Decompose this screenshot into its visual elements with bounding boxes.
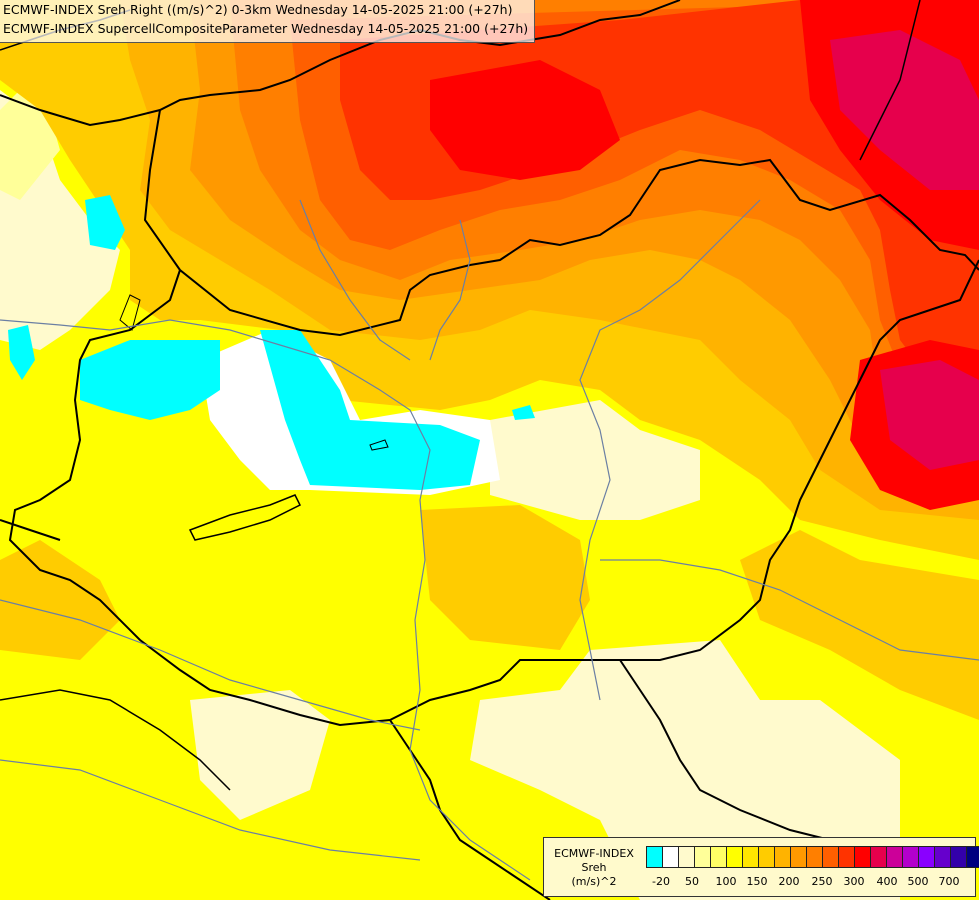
border-ukraine	[859, 0, 921, 161]
legend-tick-label: 100	[715, 875, 737, 888]
gold-band-east	[740, 530, 979, 720]
legend-swatch-14	[871, 847, 887, 867]
legend-title: ECMWF-INDEX Sreh (m/s)^2	[548, 847, 640, 889]
river-sava	[0, 759, 421, 861]
legend-swatch-15	[887, 847, 903, 867]
border-southwest	[0, 519, 61, 541]
legend-swatch-1	[663, 847, 679, 867]
gold-band-southwest	[0, 540, 120, 660]
cyan-area-center	[260, 330, 480, 490]
legend-line-3: (m/s)^2	[571, 875, 617, 888]
river-danube	[0, 319, 531, 881]
pale-zone-center	[490, 400, 700, 520]
legend-swatch-19	[951, 847, 967, 867]
legend-color-scale	[646, 846, 979, 868]
legend-swatch-11	[823, 847, 839, 867]
border-far-southwest	[0, 689, 231, 791]
legend-swatch-8	[775, 847, 791, 867]
legend-swatch-20	[967, 847, 979, 867]
cyan-spot-west	[8, 325, 35, 380]
border-east-romania	[389, 259, 979, 721]
legend-swatch-2	[679, 847, 695, 867]
border-serbia	[389, 719, 551, 900]
cyan-area-west	[80, 340, 220, 420]
legend-tick-label: -20	[652, 875, 670, 888]
legend-swatch-16	[903, 847, 919, 867]
legend-swatch-10	[807, 847, 823, 867]
legend-swatch-3	[695, 847, 711, 867]
legend-tick-label: 500	[907, 875, 929, 888]
title-line-2: ECMWF-INDEX SupercellCompositeParameter …	[3, 21, 529, 36]
cyan-spot-northwest	[85, 195, 125, 250]
legend-line-2: Sreh	[581, 861, 607, 874]
legend-tick-label: 300	[843, 875, 865, 888]
legend-line-1: ECMWF-INDEX	[554, 847, 634, 860]
river-tisza	[579, 199, 761, 701]
legend-swatch-5	[727, 847, 743, 867]
legend-swatch-13	[855, 847, 871, 867]
border-west-hungary	[8, 269, 391, 727]
red2-band-north	[430, 60, 620, 180]
legend-tick-label: 700	[938, 875, 960, 888]
legend-tick-label: 50	[685, 875, 699, 888]
crimson-cell-northeast	[830, 30, 979, 190]
legend-swatch-9	[791, 847, 807, 867]
legend-tick-label: 400	[876, 875, 898, 888]
gold-band-south-center	[420, 505, 590, 650]
lake-small-center	[369, 439, 389, 451]
legend-swatch-18	[935, 847, 951, 867]
pale-zone-south	[190, 690, 330, 820]
legend-swatch-12	[839, 847, 855, 867]
legend-swatch-0	[647, 847, 663, 867]
cyan-spot-small	[512, 405, 535, 420]
river-mures	[600, 559, 979, 661]
legend-tick-label: 200	[778, 875, 800, 888]
title-line-1: ECMWF-INDEX Sreh Right ((m/s)^2) 0-3km W…	[3, 2, 513, 17]
crimson-cell-east	[880, 360, 979, 470]
river-vah	[299, 199, 411, 361]
border-north	[0, 0, 681, 127]
legend-swatch-7	[759, 847, 775, 867]
border-south	[619, 659, 831, 841]
pale-zone-southeast	[470, 640, 900, 900]
lake-balaton	[188, 494, 302, 541]
border-carpathian	[143, 109, 979, 337]
legend-tick-label: 250	[811, 875, 833, 888]
legend-swatch-6	[743, 847, 759, 867]
map-title: ECMWF-INDEX Sreh Right ((m/s)^2) 0-3km W…	[0, 0, 536, 43]
river-hron	[429, 219, 471, 361]
legend-swatch-17	[919, 847, 935, 867]
river-drava	[0, 599, 421, 731]
legend-swatch-4	[711, 847, 727, 867]
legend-tick-label: 150	[746, 875, 768, 888]
color-legend: ECMWF-INDEX Sreh (m/s)^2 -20 50 100 150 200 2…	[543, 837, 979, 897]
